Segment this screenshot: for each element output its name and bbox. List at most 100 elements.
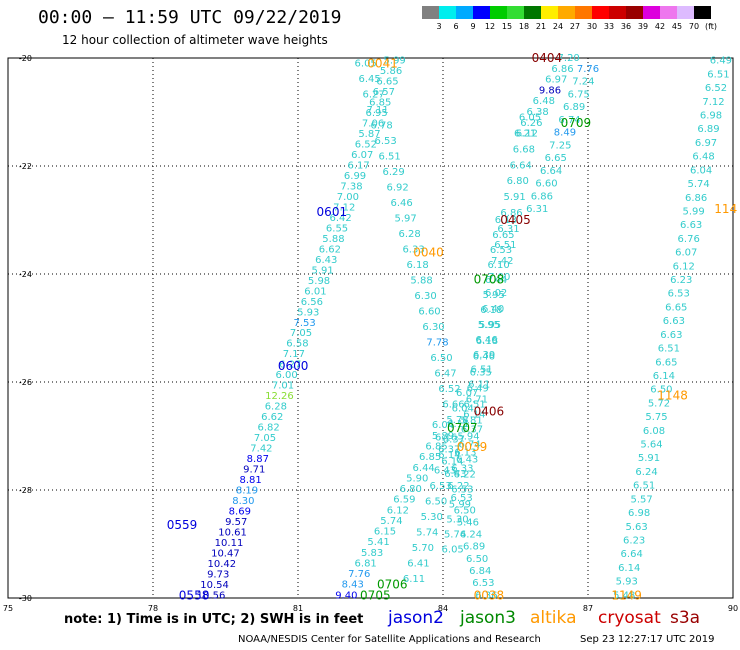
wave-height-point: 6.49 (710, 56, 732, 67)
wave-height-point: 10.11 (215, 538, 244, 549)
wave-height-point: 6.89 (697, 124, 719, 135)
wave-height-point: 5.88 (322, 234, 344, 245)
wave-height-point: 6.04 (452, 403, 474, 414)
wave-height-point: 6.17 (348, 161, 370, 172)
colorbar-label: 70 (688, 22, 700, 31)
wave-height-point: 6.80 (400, 484, 422, 495)
wave-height-point: 6.84 (469, 566, 491, 577)
wave-height-point: 5.46 (457, 517, 479, 528)
wave-height-point: 5.70 (412, 543, 434, 554)
wave-height-point: 6.51 (494, 240, 516, 251)
colorbar-label: 21 (535, 22, 547, 31)
colorbar-swatch (609, 6, 626, 19)
wave-height-point: 6.64 (510, 160, 532, 171)
wave-height-point: 6.33 (451, 463, 473, 474)
wave-height-point: 6.59 (393, 495, 415, 506)
x-tick-label: 81 (293, 604, 303, 613)
wave-height-point: 6.11 (403, 574, 425, 585)
wave-height-point: 6.22 (454, 470, 476, 481)
time-label: 0707 (447, 421, 478, 435)
wave-height-point: 5.48 (613, 590, 635, 601)
wave-height-point: 6.12 (387, 505, 409, 516)
wave-height-point: 6.50 (425, 496, 447, 507)
wave-height-point: 6.45 (359, 74, 381, 85)
wave-height-point: 5.95 (483, 290, 505, 301)
wave-height-point: 6.15 (374, 527, 396, 538)
wave-height-point: 6.57 (373, 87, 395, 98)
wave-height-point: 6.43 (315, 255, 337, 266)
wave-height-point: 7.05 (254, 433, 276, 444)
time-label: 0406 (474, 405, 505, 419)
wave-height-point: 6.56 (301, 297, 323, 308)
x-tick-label: 87 (583, 604, 593, 613)
wave-height-point: 7.05 (290, 328, 312, 339)
colorbar-swatch (456, 6, 473, 19)
wave-height-point: 6.40 (482, 304, 504, 315)
wave-height-point: 7.76 (577, 64, 599, 75)
wave-height-point: 8.19 (236, 485, 258, 496)
colorbar-swatch (643, 6, 660, 19)
time-label: 0706 (377, 578, 408, 592)
wave-height-point: 5.86 (380, 66, 402, 77)
time-label: 0559 (167, 518, 198, 532)
wave-height-point: 6.30 (414, 291, 436, 302)
wave-height-point: 6.44 (413, 463, 435, 474)
wave-height-point: 6.27 (363, 89, 385, 100)
wave-height-point: 6.30 (422, 322, 444, 333)
wave-height-point: 8.69 (229, 506, 251, 517)
wave-height-point: 5.74 (416, 528, 438, 539)
wave-height-point: 6.38 (526, 107, 548, 118)
wave-height-point: 6.80 (507, 176, 529, 187)
wave-height-point: 6.47 (434, 368, 456, 379)
wave-height-point: 5.94 (457, 431, 479, 442)
x-tick-label: 84 (438, 604, 448, 613)
wave-height-point: 9.57 (225, 517, 247, 528)
wave-height-point: 6.52 (355, 140, 377, 151)
colorbar-label: (ft) (704, 22, 718, 31)
wave-height-point: 6.62 (319, 244, 341, 255)
wave-height-point: 6.60 (418, 306, 440, 317)
wave-height-point: 6.37 (438, 445, 460, 456)
wave-height-point: 5.93 (297, 307, 319, 318)
colorbar-label: 33 (603, 22, 615, 31)
wave-height-point: 6.85 (369, 98, 391, 109)
wave-height-point: 6.98 (628, 508, 650, 519)
colorbar-label: 15 (501, 22, 513, 31)
colorbar-swatch (660, 6, 677, 19)
wave-height-point: 6.53 (490, 245, 512, 256)
wave-height-point: 6.37 (443, 434, 465, 445)
wave-height-point: 6.55 (326, 223, 348, 234)
wave-height-point: 6.14 (441, 457, 463, 468)
wave-height-point: 6.68 (513, 144, 535, 155)
wave-height-point: 6.86 (551, 64, 573, 75)
wave-height-point: 6.14 (618, 563, 640, 574)
wave-height-point: 5.98 (308, 276, 330, 287)
wave-height-point: 6.63 (663, 316, 685, 327)
wave-height-point: 6.13 (454, 447, 476, 458)
wave-height-point: 6.23 (623, 535, 645, 546)
wave-height-point: 6.53 (668, 289, 690, 300)
wave-height-point: 6.26 (520, 118, 542, 129)
wave-height-point: 12.26 (265, 391, 294, 402)
wave-height-point: 6.64 (621, 549, 643, 560)
wave-height-point: 6.95 (366, 108, 388, 119)
wave-height-point: 6.98 (700, 111, 722, 122)
wave-height-point: 6.74 (558, 115, 580, 126)
wave-height-point: 5.89 (432, 431, 454, 442)
wave-height-point: 7.00 (337, 192, 359, 203)
y-tick-label: -20 (19, 54, 32, 63)
time-label: 1149 (611, 588, 642, 602)
wave-height-point: 6.53 (472, 578, 494, 589)
wave-height-point: 6.28 (265, 402, 287, 413)
wave-height-point: 8.30 (232, 496, 254, 507)
data-points: 10.5610.549.7310.4210.4710.1110.619.578.… (197, 53, 732, 601)
wave-height-point: 7.38 (340, 181, 362, 192)
wave-height-point: 6.07 (351, 150, 373, 161)
wave-height-point: 6.86 (500, 208, 522, 219)
wave-height-point: 6.24 (635, 467, 657, 478)
wave-height-point: 6.50 (650, 385, 672, 396)
wave-height-point: 6.23 (670, 275, 692, 286)
wave-height-point: 5.63 (626, 522, 648, 533)
wave-height-point: 6.85 (425, 442, 447, 453)
wave-height-point: 6.78 (371, 120, 393, 131)
